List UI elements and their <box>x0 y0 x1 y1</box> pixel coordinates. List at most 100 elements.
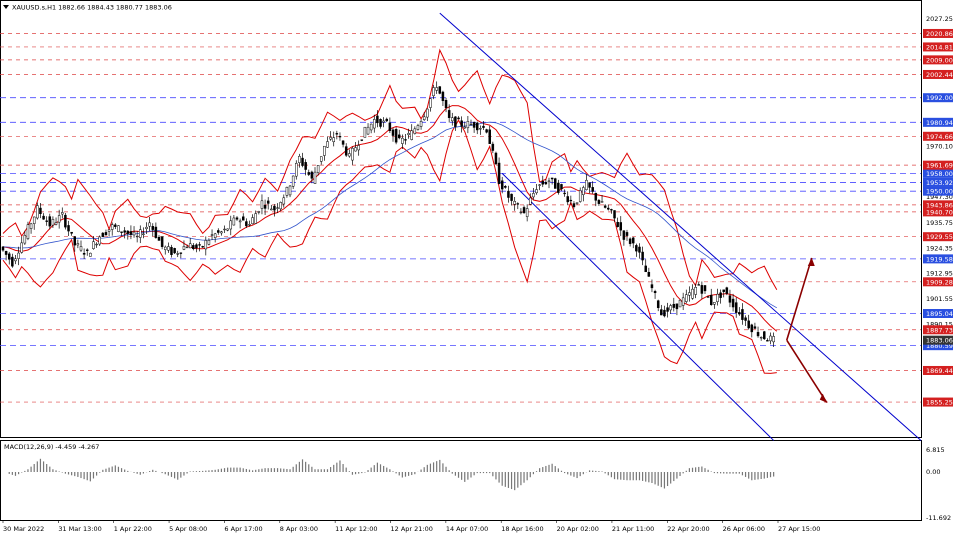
macd-bar <box>626 472 628 481</box>
macd-bar <box>289 469 291 472</box>
macd-bar <box>479 472 481 474</box>
candle-body <box>157 236 161 241</box>
macd-bar <box>663 472 666 489</box>
candle-body <box>569 199 573 202</box>
candle-body <box>379 119 382 127</box>
macd-bar <box>766 472 768 478</box>
candle-body <box>341 140 345 145</box>
price-tag-text: 1940.70 <box>926 208 953 216</box>
candle-body <box>397 134 401 139</box>
candle-body <box>594 192 598 201</box>
macd-bar <box>223 468 226 472</box>
macd-bar <box>554 466 556 472</box>
price-level-tag: 1855.25 <box>923 397 953 407</box>
macd-bar <box>501 472 503 486</box>
macd-bar <box>673 472 675 482</box>
candle-body <box>42 215 45 220</box>
candle-body <box>463 126 467 129</box>
candle-body <box>70 231 73 234</box>
time-tick-label: 5 Apr 08:00 <box>169 525 207 533</box>
price-tag-background <box>923 69 953 79</box>
candle-body <box>494 152 498 165</box>
candle-body <box>582 187 585 195</box>
macd-bar <box>470 472 472 478</box>
macd-bar <box>495 472 497 480</box>
macd-bar <box>395 472 397 474</box>
time-tick-label: 18 Apr 16:00 <box>501 525 543 533</box>
candle-body <box>54 222 58 225</box>
candle-body <box>326 141 329 148</box>
macd-bar <box>114 465 116 472</box>
candle-body <box>366 126 370 135</box>
price-tag-text: 1992.00 <box>926 94 953 102</box>
candle-body <box>192 245 195 250</box>
price-tag-text: 1974.66 <box>926 133 953 141</box>
macd-bar <box>111 466 113 472</box>
macd-bar <box>532 472 534 475</box>
macd-bar <box>439 459 441 472</box>
main-chart-frame <box>0 0 922 438</box>
candle-body <box>578 190 582 202</box>
macd-bar <box>267 468 269 472</box>
candle-body <box>485 129 488 133</box>
macd-bar <box>432 462 435 472</box>
price-tag-text: 1950.00 <box>926 188 953 196</box>
macd-histogram: 6.815 0.00 -11.692 <box>8 446 951 522</box>
candle-body <box>279 202 282 210</box>
macd-bar <box>773 472 775 477</box>
price-tick-label: 1912.95 <box>926 270 953 278</box>
candle-body <box>360 139 364 141</box>
candle-body <box>245 221 248 227</box>
candle-body <box>535 189 538 194</box>
macd-bar <box>161 472 163 474</box>
candle-body <box>713 302 716 305</box>
macd-bar <box>738 472 740 474</box>
candle-body <box>291 175 295 187</box>
macd-bar <box>305 461 307 472</box>
candle-body <box>338 136 342 138</box>
macd-bar <box>96 472 98 476</box>
candle-body <box>597 200 601 204</box>
dropdown-triangle-icon[interactable] <box>3 5 9 9</box>
candle-body <box>332 137 335 143</box>
price-tag-text: 1980.94 <box>926 119 953 127</box>
candle-body <box>323 145 326 156</box>
candle-body <box>270 208 273 211</box>
candle-body <box>429 98 432 108</box>
candle-body <box>89 252 92 257</box>
candle-body <box>1 246 5 251</box>
macd-bar <box>18 472 20 475</box>
candle-body <box>273 205 276 211</box>
time-tick-label: 21 Apr 11:00 <box>612 525 654 533</box>
candle-body <box>145 226 148 230</box>
macd-bar <box>177 472 179 480</box>
macd-bar <box>704 468 706 472</box>
macd-bar <box>560 470 563 472</box>
macd-bar <box>476 472 478 474</box>
candle-body <box>672 303 676 308</box>
macd-bar <box>49 466 51 472</box>
candle-body <box>335 133 339 135</box>
candle-body <box>135 235 139 238</box>
macd-bar <box>258 469 260 472</box>
time-tick-label: 1 Apr 22:00 <box>114 525 152 533</box>
price-tag-background <box>923 168 953 178</box>
macd-bar <box>102 469 104 472</box>
macd-bar <box>404 472 407 477</box>
price-axis-labels: 2027.25 1970.10 1947.30 1935.75 1924.35 1912.… <box>923 15 953 407</box>
candle-body <box>98 236 101 245</box>
time-tick-label: 27 Apr 15:00 <box>778 525 820 533</box>
candle-body <box>513 201 516 205</box>
price-level-tag: 1883.06 <box>923 335 953 345</box>
macd-bar <box>551 463 553 472</box>
price-tick-label: 1901.55 <box>926 295 953 303</box>
macd-bar <box>464 472 466 482</box>
price-level-tag: 1869.44 <box>923 365 953 375</box>
macd-bar <box>336 462 338 472</box>
candle-body <box>529 197 532 205</box>
candle-body <box>575 202 579 204</box>
price-level-tag: 1895.04 <box>923 309 953 319</box>
macd-bar <box>461 472 463 480</box>
descending-channel <box>439 12 922 441</box>
